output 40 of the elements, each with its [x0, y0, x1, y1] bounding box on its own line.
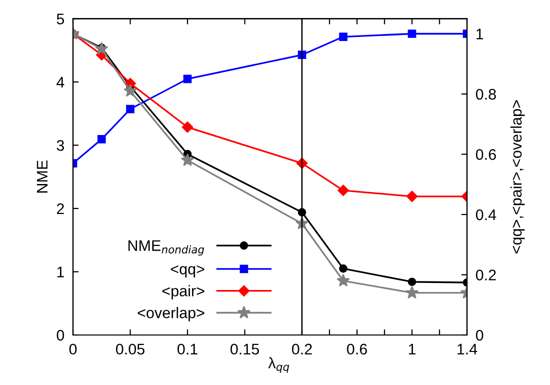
legend-label: <pair> [162, 285, 204, 300]
point [126, 104, 134, 114]
point [97, 135, 106, 144]
point [180, 153, 194, 166]
y2-tick-label: 0.4 [476, 209, 496, 220]
x-tick-label: 0.15 [230, 344, 259, 355]
point [405, 286, 419, 299]
point [124, 84, 137, 97]
legend-label: <qq> [170, 265, 204, 278]
y-tick-label: 2 [56, 203, 64, 214]
point [336, 274, 350, 287]
y-axis-title: NME [36, 160, 48, 193]
point [339, 32, 348, 41]
point [182, 122, 194, 133]
y-tick-label: 3 [56, 140, 64, 151]
y2-tick-label: 0.8 [476, 88, 496, 100]
x-tick-label: 0.2 [292, 344, 312, 355]
x-tick-label: 1 [408, 344, 416, 354]
y-tick-label: 5 [56, 14, 64, 24]
legend-label: <overlap> [138, 307, 204, 322]
point [408, 30, 416, 38]
x-axis-title: λ$_{qq}$ [268, 357, 290, 373]
y-tick-label: 0 [56, 330, 64, 341]
y2-tick-label: 1 [476, 28, 484, 40]
legend-label: NME$_{nondiag}$ [128, 240, 204, 256]
y2-axis-title: <qq>,<pair>,<overlap> [510, 100, 525, 254]
x-tick-label: 0.05 [116, 344, 144, 355]
point [94, 42, 108, 55]
x-tick-label: 0 [69, 344, 77, 355]
point [338, 184, 349, 196]
y2-tick-label: 0.2 [476, 270, 496, 280]
y2-tick-label: 0.6 [476, 149, 496, 160]
x-tick-label: 0.6 [346, 344, 367, 355]
y2-tick-label: 0 [476, 330, 484, 341]
x-tick-label: 0.1 [177, 344, 198, 355]
x-tick-label: 1.4 [458, 344, 478, 354]
y-tick-label: 4 [56, 76, 64, 88]
point [406, 190, 418, 202]
point [183, 74, 192, 84]
y-tick-label: 1 [57, 266, 64, 278]
